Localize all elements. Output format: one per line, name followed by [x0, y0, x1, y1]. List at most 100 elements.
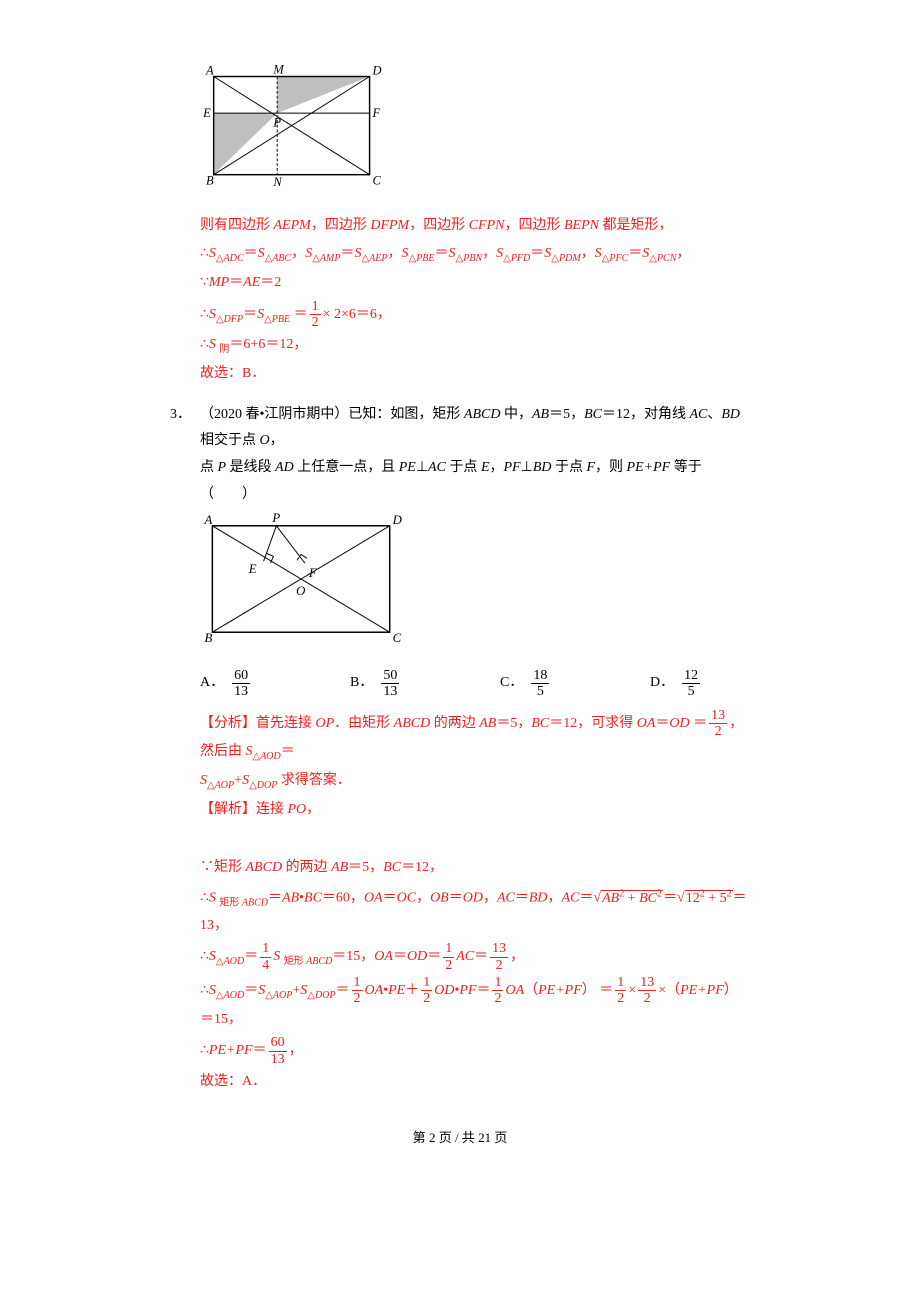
q3-options: A． 6013 B． 5013 C． 185 D． 125: [200, 668, 750, 700]
s3-head: 【解析】连接 PO，: [200, 797, 750, 824]
solution-2: 则有四边形 AEPM，四边形 DFPM，四边形 CFPN，四边形 BEPN 都是…: [170, 213, 750, 388]
t: ABCD: [464, 407, 501, 422]
t: 相交于点: [200, 433, 260, 448]
s3-l6: 故选：A．: [200, 1069, 750, 1096]
t: BC: [584, 407, 602, 422]
sol2-line3: ∵MP＝AE＝2: [200, 270, 750, 297]
line-pe: [264, 526, 277, 561]
figure-1: A M D E P F B N C: [200, 64, 750, 203]
t: PF: [504, 460, 521, 475]
t: 【分析】首先连接: [200, 716, 316, 731]
n: 1: [352, 975, 363, 991]
q3-number: 3．: [170, 402, 200, 508]
t: ⊥: [416, 460, 428, 475]
l2-f: F: [308, 566, 317, 580]
n: 13: [709, 708, 727, 724]
d: 2: [490, 958, 508, 973]
d: 4: [260, 958, 271, 973]
t: 是线段: [226, 460, 275, 475]
l2-p: P: [271, 512, 280, 525]
d: 5: [682, 684, 700, 699]
label-a: A: [205, 64, 214, 78]
s3-l1: ∵矩形 ABCD 的两边 AB＝5，BC＝12，: [200, 855, 750, 882]
t: AB: [532, 407, 549, 422]
s3-l5: ∴PE+PF＝6013，: [200, 1035, 750, 1067]
t: DFPM: [370, 218, 409, 233]
label-d: D: [371, 64, 381, 78]
sol2-line2: ∴S△ADC＝S△ABC，S△AMP＝S△AEP，S△PBE＝S△PBN，S△P…: [200, 241, 750, 268]
t: ＝12，可求得: [549, 716, 637, 731]
t: PO: [288, 802, 307, 817]
t: BEPN: [564, 218, 599, 233]
t: ．由矩形: [334, 716, 394, 731]
question-3: 3． （2020 春•江阴市期中）已知：如图，矩形 ABCD 中，AB＝5，BC…: [170, 402, 750, 508]
option-a[interactable]: A． 6013: [200, 668, 350, 700]
t: ⊥: [521, 460, 533, 475]
t: × 2×6＝6，: [323, 307, 391, 322]
t: BD: [721, 407, 740, 422]
label-e: E: [202, 106, 211, 120]
t: ABCD: [246, 860, 283, 875]
t: AD: [275, 460, 294, 475]
s3-l2: ∴S 矩形 ABCD＝AB•BC＝60，OA＝OC，OB＝OD，AC＝BD，AC…: [200, 884, 750, 939]
opt-a-label: A．: [200, 670, 224, 697]
sol2-line6: 故选：B．: [200, 361, 750, 388]
f-mid: 页 / 共: [435, 1130, 478, 1145]
n: 1: [443, 941, 454, 957]
n: 18: [531, 668, 549, 684]
t: ＝: [690, 716, 708, 731]
d: 5: [531, 684, 549, 699]
t: 【解析】连接: [200, 802, 288, 817]
t: ABCD: [394, 716, 431, 731]
t: 中，: [500, 407, 532, 422]
t: OA: [637, 716, 656, 731]
l2-b: B: [204, 631, 212, 645]
t: ，则: [595, 460, 627, 475]
d: 2: [421, 991, 432, 1006]
n: 1: [615, 975, 626, 991]
t: O: [260, 433, 270, 448]
t: E: [481, 460, 490, 475]
t: PE: [399, 460, 416, 475]
analysis-3: 【分析】首先连接 OP．由矩形 ABCD 的两边 AB＝5，BC＝12，可求得 …: [170, 708, 750, 795]
l2-a: A: [203, 513, 212, 527]
label-m: M: [272, 64, 284, 77]
n: 60: [269, 1035, 287, 1051]
sol2-line4: ∴S△DFP＝S△PBE ＝12× 2×6＝6，: [200, 299, 750, 331]
line-pf: [276, 526, 305, 563]
l2-d: D: [392, 513, 403, 527]
t: BD: [533, 460, 552, 475]
t: OD: [669, 716, 689, 731]
t: 、: [707, 407, 721, 422]
t: AB: [331, 860, 348, 875]
page: A M D E P F B N C 则有四边形 AEPM，四边形 DFPM，四边…: [85, 0, 835, 1190]
opt-d-label: D．: [650, 670, 674, 697]
ana-l1: 【分析】首先连接 OP．由矩形 ABCD 的两边 AB＝5，BC＝12，可求得 …: [200, 708, 750, 767]
n: 60: [232, 668, 250, 684]
q3-source: （2020 春•江阴市期中）: [200, 407, 348, 422]
d: 2: [352, 991, 363, 1006]
option-d[interactable]: D． 125: [650, 668, 800, 700]
option-b[interactable]: B． 5013: [350, 668, 500, 700]
t: 则有四边形: [200, 218, 274, 233]
l2-o: O: [296, 584, 305, 598]
n: 1: [310, 299, 321, 315]
label-f: F: [371, 106, 380, 120]
label-n: N: [272, 175, 282, 189]
d: 2: [310, 315, 321, 330]
t: 的两边: [282, 860, 331, 875]
t: ＝12，: [401, 860, 443, 875]
opt-b-label: B．: [350, 670, 373, 697]
t: ，四边形: [311, 218, 371, 233]
s3-l4: ∴S△AOD＝S△AOP+S△DOP＝12OA•PE＋12OD•PF＝12OA（…: [200, 975, 750, 1033]
ana-l2: S△AOP+S△DOP 求得答案．: [200, 768, 750, 795]
t: ＝12，对角线: [602, 407, 690, 422]
option-c[interactable]: C． 185: [500, 668, 650, 700]
label-c: C: [372, 173, 381, 187]
d: 2: [443, 958, 454, 973]
solution-3: 【解析】连接 PO， ∵矩形 ABCD 的两边 AB＝5，BC＝12， ∴S 矩…: [170, 797, 750, 1096]
f-post: 页: [491, 1130, 507, 1145]
s3-l3: ∴S△AOD＝14S 矩形 ABCD＝15，OA＝OD＝12AC＝132，: [200, 941, 750, 973]
t: PE+PF: [627, 460, 671, 475]
t: OP: [316, 716, 335, 731]
